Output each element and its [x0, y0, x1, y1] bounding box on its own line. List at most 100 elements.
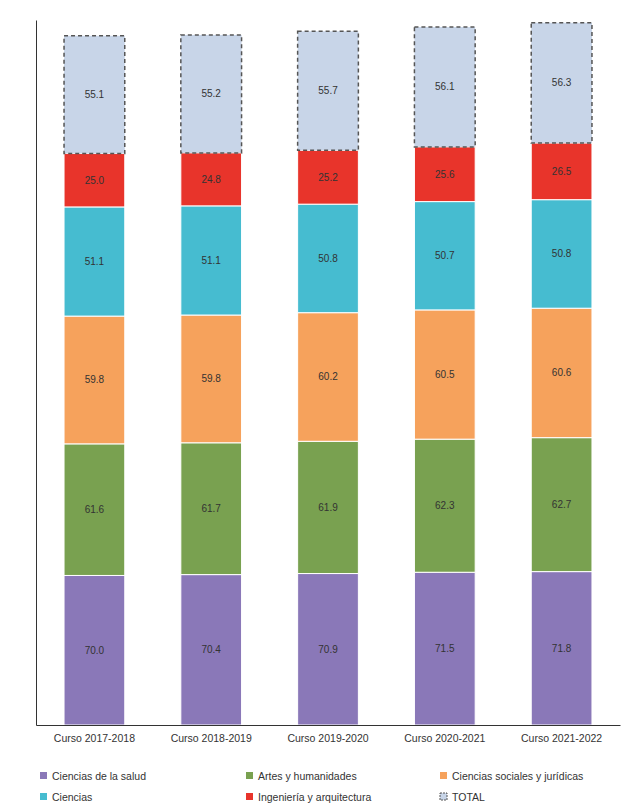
bar-segment — [298, 441, 359, 573]
data-label: 51.1 — [85, 256, 105, 267]
bar-segment — [531, 572, 592, 725]
legend-item: TOTAL — [440, 791, 485, 803]
legend-item: Ingeniería y arquitectura — [246, 791, 371, 803]
data-label: 55.7 — [318, 85, 338, 96]
bar-segment — [181, 153, 242, 206]
legend-swatch — [40, 793, 47, 800]
x-tick: Curso 2020-2021 — [404, 732, 485, 744]
x-tick: Curso 2019-2020 — [287, 732, 368, 744]
data-label: 56.3 — [552, 77, 572, 88]
series — [64, 438, 592, 576]
data-label: 25.6 — [435, 169, 455, 180]
series — [64, 23, 592, 154]
data-label: 71.5 — [435, 643, 455, 654]
legend-swatch — [246, 772, 253, 779]
legend-swatch — [440, 793, 447, 800]
plot: 70.070.470.971.571.861.661.761.962.362.7… — [37, 21, 621, 744]
bar-segment — [531, 200, 592, 309]
bar-segment — [181, 206, 242, 315]
bar-segment — [298, 150, 359, 204]
y-axis-line — [36, 21, 37, 726]
bar-segment — [64, 207, 125, 316]
bar-segment — [298, 31, 359, 150]
bar-segment — [414, 572, 475, 725]
legend-label: Ciencias de la salud — [52, 770, 146, 782]
bar-segment — [64, 154, 125, 207]
bar-segment — [414, 310, 475, 439]
data-label: 60.5 — [435, 369, 455, 380]
data-label: 55.2 — [201, 88, 221, 99]
bar-segment — [531, 308, 592, 437]
data-label: 51.1 — [201, 255, 221, 266]
legend-label: TOTAL — [452, 791, 485, 803]
bar-segment — [181, 315, 242, 443]
series — [64, 143, 592, 207]
data-label: 50.7 — [435, 250, 455, 261]
bar-segment — [531, 143, 592, 200]
legend-item: Artes y humanidades — [246, 770, 357, 782]
data-label: 50.8 — [552, 248, 572, 259]
bar-segment — [298, 204, 359, 313]
series — [64, 572, 592, 725]
y-axis — [36, 21, 37, 726]
data-label: 61.9 — [318, 502, 338, 513]
x-tick-label: Curso 2020-2021 — [404, 732, 485, 744]
data-label: 26.5 — [552, 166, 572, 177]
bar-segment — [64, 36, 125, 154]
data-labels: 70.070.470.971.571.861.661.761.962.362.7… — [85, 77, 572, 655]
legend-swatch — [246, 793, 253, 800]
data-label: 60.6 — [552, 367, 572, 378]
bar-segment — [64, 575, 125, 725]
x-tick: Curso 2018-2019 — [171, 732, 252, 744]
legend-swatch — [440, 772, 447, 779]
data-label: 61.7 — [201, 503, 221, 514]
data-label: 70.4 — [201, 644, 221, 655]
series — [64, 200, 592, 316]
data-label: 59.8 — [85, 374, 105, 385]
data-label: 59.8 — [201, 373, 221, 384]
bar-segment — [298, 313, 359, 442]
bar-segment — [181, 35, 242, 153]
x-tick: Curso 2021-2022 — [521, 732, 602, 744]
bar-segment — [414, 439, 475, 572]
x-axis: Curso 2017-2018 Curso 2018-2019 Curso 2019… — [37, 726, 621, 744]
legend-item: Ciencias — [40, 791, 92, 803]
data-label: 25.0 — [85, 175, 105, 186]
bar-segment — [181, 443, 242, 575]
bar-segment — [64, 444, 125, 576]
data-label: 25.2 — [318, 172, 338, 183]
bar-segment — [64, 316, 125, 444]
bar-segment — [414, 27, 475, 147]
legend-label: Ciencias — [52, 791, 92, 803]
x-axis-line — [37, 725, 621, 726]
legend-item: Ciencias de la salud — [40, 770, 146, 782]
bars — [64, 23, 592, 725]
legend-swatch — [40, 772, 47, 779]
bar-segment — [531, 23, 592, 143]
x-tick: Curso 2017-2018 — [54, 732, 135, 744]
series — [64, 308, 592, 444]
legend-item: Ciencias sociales y jurídicas — [440, 770, 583, 782]
bar-segment — [298, 574, 359, 725]
bar-segment — [414, 147, 475, 202]
legend-label: Artes y humanidades — [258, 770, 357, 782]
legend-label: Ingeniería y arquitectura — [258, 791, 371, 803]
data-label: 60.2 — [318, 371, 338, 382]
data-label: 24.8 — [201, 174, 221, 185]
chart-svg: 70.070.470.971.571.861.661.761.962.362.7… — [0, 0, 644, 808]
data-label: 70.9 — [318, 644, 338, 655]
data-label: 61.6 — [85, 504, 105, 515]
x-tick-label: Curso 2021-2022 — [521, 732, 602, 744]
bar-segment — [531, 438, 592, 572]
legend: Ciencias de la salud Artes y humanidades C… — [40, 770, 583, 803]
data-label: 55.1 — [85, 89, 105, 100]
legend-label: Ciencias sociales y jurídicas — [452, 770, 583, 782]
data-label: 56.1 — [435, 81, 455, 92]
data-label: 50.8 — [318, 253, 338, 264]
data-label: 71.8 — [552, 643, 572, 654]
data-label: 62.3 — [435, 500, 455, 511]
x-tick-label: Curso 2018-2019 — [171, 732, 252, 744]
bar-segment — [181, 575, 242, 725]
data-label: 62.7 — [552, 499, 572, 510]
x-tick-label: Curso 2019-2020 — [287, 732, 368, 744]
